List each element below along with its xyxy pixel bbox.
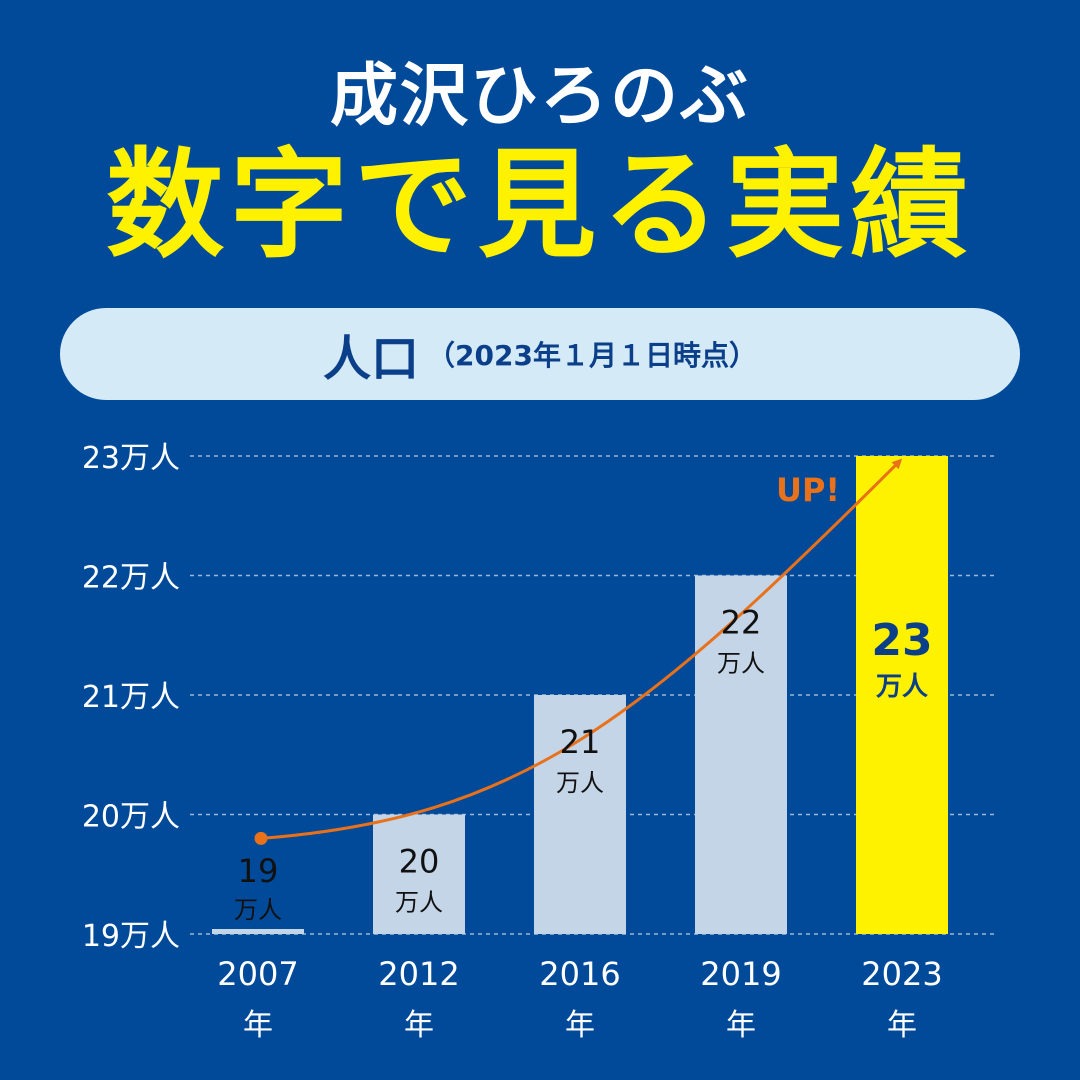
y-tick-label: 19万人: [82, 919, 180, 954]
chart-title-pill: 人口 （2023年１月１日時点）: [60, 308, 1020, 400]
x-tick-label: 2023: [861, 955, 942, 993]
y-tick-label: 22万人: [82, 561, 180, 596]
trend-arrow: [260, 458, 903, 840]
bar: [856, 456, 948, 934]
bar: [212, 929, 304, 934]
trend-annotation: UP!: [776, 471, 840, 509]
bar-unit-label: 万人: [556, 769, 604, 797]
y-tick-label: 21万人: [82, 680, 180, 715]
bar-unit-label: 万人: [395, 889, 443, 917]
bar-unit-label: 万人: [876, 672, 928, 702]
x-tick-suffix: 年: [243, 1008, 273, 1043]
bar-value-label: 23: [871, 615, 932, 666]
candidate-name: 成沢ひろのぶ: [329, 57, 750, 136]
bar-unit-label: 万人: [717, 650, 765, 678]
x-tick-suffix: 年: [887, 1008, 917, 1043]
x-tick-label: 2007: [217, 955, 298, 993]
x-tick-label: 2016: [539, 955, 620, 993]
bar: [695, 575, 787, 934]
bar-unit-label: 万人: [234, 896, 282, 924]
bar: [373, 814, 465, 934]
x-tick-label: 2012: [378, 955, 459, 993]
y-tick-label: 20万人: [82, 800, 180, 835]
headline: 数字で見る実績: [105, 136, 974, 274]
x-tick-label: 2019: [700, 955, 781, 993]
x-tick-suffix: 年: [726, 1008, 756, 1043]
bar-value-label: 19: [238, 852, 279, 890]
bar-value-label: 22: [721, 604, 762, 642]
chart-title: 人口: [323, 331, 420, 387]
y-tick-label: 23万人: [82, 441, 180, 476]
bar-value-label: 21: [560, 723, 601, 761]
x-tick-suffix: 年: [404, 1008, 434, 1043]
trend-start-dot: [254, 831, 268, 845]
bar: [534, 695, 626, 934]
bar-value-label: 20: [399, 843, 440, 881]
x-tick-suffix: 年: [565, 1008, 595, 1043]
chart-subtitle: （2023年１月１日時点）: [427, 339, 757, 372]
